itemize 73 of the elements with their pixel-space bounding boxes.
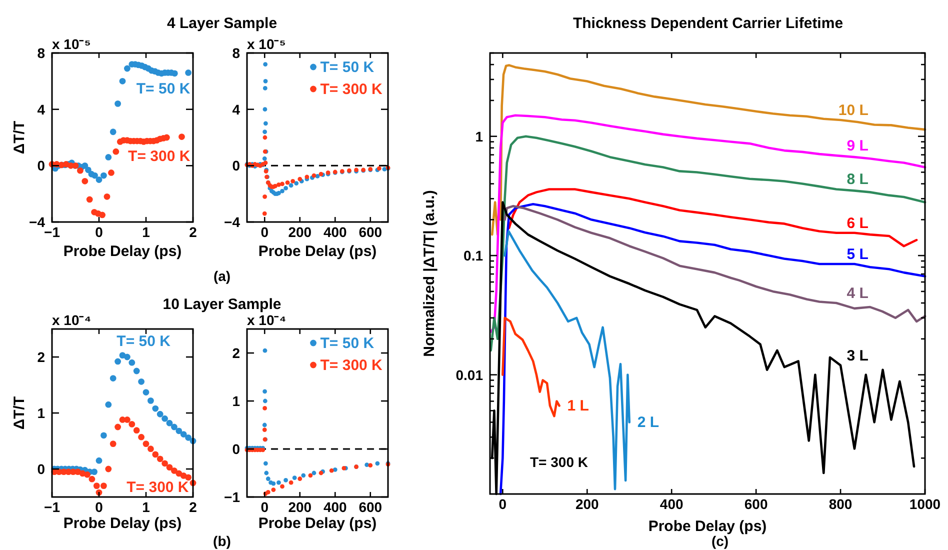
y-tick-label: −4 bbox=[29, 214, 46, 230]
y-tick-label: 2 bbox=[232, 345, 240, 361]
x-axis-title: Probe Delay (ps) bbox=[258, 243, 377, 260]
chart-title: Thickness Dependent Carrier Lifetime bbox=[572, 15, 844, 32]
x-tick-label: 0 bbox=[95, 499, 104, 515]
text: (b) bbox=[213, 533, 231, 549]
x-tick-label: 200 bbox=[288, 224, 312, 240]
x-tick-label: 1000 bbox=[909, 496, 941, 512]
x-tick-label: 2 bbox=[189, 499, 198, 515]
y-tick-label: 2 bbox=[37, 349, 46, 365]
x-tick-label: 400 bbox=[660, 496, 684, 512]
series-label: 2 L bbox=[637, 414, 660, 432]
y-axis-title: ΔT/T bbox=[11, 120, 28, 154]
series-label: 4 L bbox=[846, 285, 868, 302]
x-tick-label: 400 bbox=[323, 499, 348, 515]
y-tick-label: 4 bbox=[232, 101, 240, 118]
y-axis-title: Normalized |ΔT/T| (a.u.) bbox=[421, 190, 438, 357]
y-tick-label: 0 bbox=[37, 461, 46, 477]
x-tick-label: 800 bbox=[828, 496, 852, 512]
y-tick-label: 0 bbox=[37, 158, 46, 174]
y-axis-title: ΔT/T bbox=[11, 396, 28, 430]
y-tick-label: 1 bbox=[232, 393, 240, 409]
text: x 10⁻⁴ bbox=[52, 312, 92, 328]
y-tick-label: 8 bbox=[37, 45, 46, 61]
y-tick-label: 4 bbox=[37, 101, 46, 118]
series-label: T= 50 K bbox=[116, 332, 171, 350]
chart-title: 10 Layer Sample bbox=[162, 296, 282, 313]
x-axis-title: Probe Delay (ps) bbox=[63, 243, 182, 260]
series-label: 3 L bbox=[846, 347, 868, 364]
legend-label: T= 300 K bbox=[320, 81, 383, 98]
text: x 10⁻⁵ bbox=[247, 36, 286, 52]
text: x 10⁻⁵ bbox=[52, 36, 91, 52]
series-label: 1 L bbox=[567, 398, 589, 415]
x-axis-title: Probe Delay (ps) bbox=[258, 515, 377, 532]
text: (c) bbox=[711, 533, 729, 549]
series-label: 8 L bbox=[846, 171, 868, 188]
x-tick-label: 1 bbox=[142, 224, 150, 240]
x-tick-label: 600 bbox=[744, 496, 768, 512]
x-tick-label: 400 bbox=[323, 224, 348, 240]
series-label: T= 300 K bbox=[126, 478, 189, 496]
series-label: 6 L bbox=[846, 214, 868, 232]
y-tick-label: 0.1 bbox=[464, 248, 484, 264]
legend-label: T= 50 K bbox=[320, 59, 374, 76]
series-label: 10 L bbox=[838, 102, 868, 120]
x-tick-label: 600 bbox=[358, 224, 382, 240]
series-label: 5 L bbox=[846, 246, 868, 263]
x-tick-label: 600 bbox=[358, 499, 382, 515]
y-tick-label: 8 bbox=[232, 45, 240, 61]
legend-label: T= 300 K bbox=[320, 357, 383, 374]
y-tick-label: 0.01 bbox=[456, 366, 484, 383]
x-tick-label: 0 bbox=[498, 496, 507, 512]
y-tick-label: −4 bbox=[224, 214, 240, 230]
series-label: 9 L bbox=[846, 138, 868, 155]
x-tick-label: 2 bbox=[189, 224, 198, 240]
chart-title: 4 Layer Sample bbox=[166, 15, 278, 32]
text: (a) bbox=[213, 268, 231, 284]
y-tick-label: 0 bbox=[232, 158, 240, 174]
x-tick-label: 0 bbox=[95, 224, 104, 240]
series-label: T= 50 K bbox=[136, 80, 190, 98]
text: x 10⁻⁴ bbox=[247, 312, 286, 328]
x-tick-label: 0 bbox=[260, 224, 269, 240]
x-axis-title: Probe Delay (ps) bbox=[63, 515, 182, 532]
legend-label: T= 50 K bbox=[320, 335, 374, 352]
annotation: T= 300 K bbox=[530, 454, 588, 470]
y-tick-label: 1 bbox=[475, 128, 484, 144]
y-tick-label: 0 bbox=[232, 441, 240, 457]
x-tick-label: 0 bbox=[260, 499, 269, 515]
y-tick-label: 1 bbox=[37, 405, 46, 421]
x-tick-label: 200 bbox=[575, 496, 600, 512]
x-tick-label: 1 bbox=[142, 499, 150, 515]
series-label: T= 300 K bbox=[128, 148, 190, 166]
x-tick-label: 200 bbox=[288, 499, 312, 515]
x-axis-title: Probe Delay (ps) bbox=[648, 518, 767, 535]
